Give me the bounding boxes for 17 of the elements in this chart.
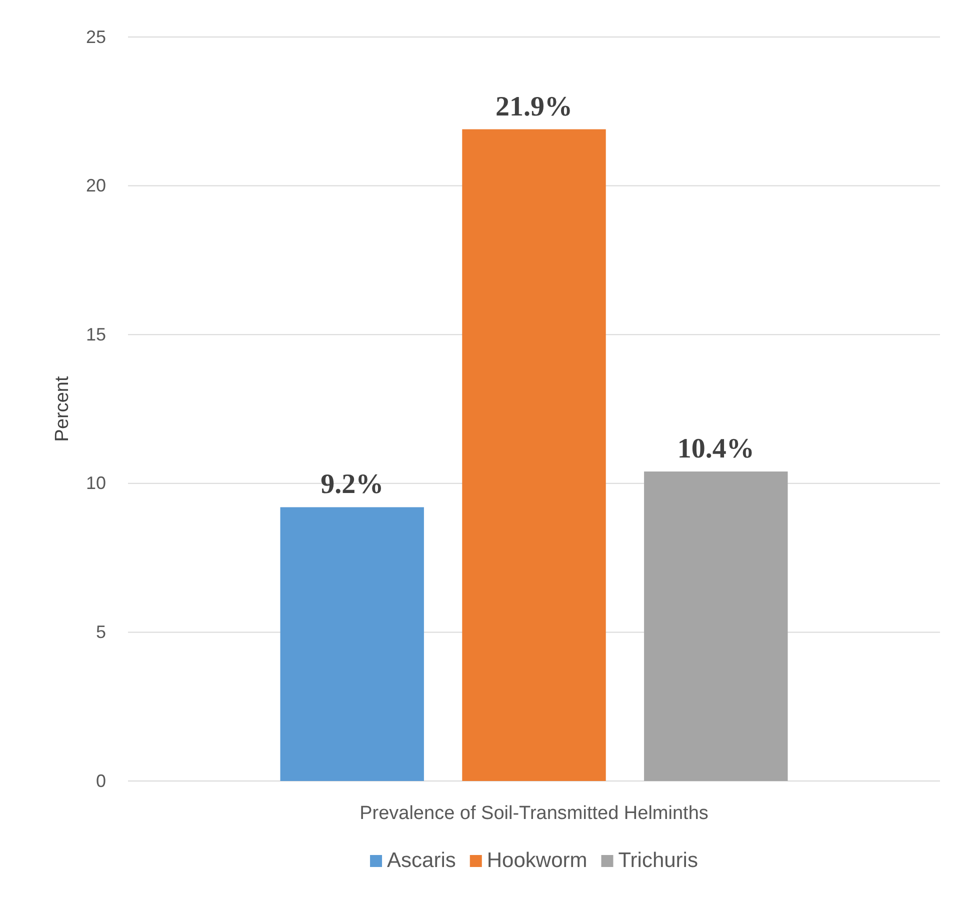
bar: [280, 507, 424, 781]
y-tick-label: 0: [96, 770, 106, 791]
y-axis-title: Percent: [52, 376, 73, 442]
y-tick-label: 20: [86, 176, 106, 196]
y-tick-label: 10: [86, 473, 106, 494]
bar: [644, 471, 788, 781]
data-label: 9.2%: [320, 469, 384, 500]
bar: [462, 129, 606, 781]
y-tick-label: 25: [86, 26, 106, 47]
y-tick-label: 5: [96, 622, 106, 642]
data-label: 10.4%: [677, 433, 754, 464]
legend-label: Trichuris: [618, 849, 698, 872]
data-label: 21.9%: [496, 91, 572, 122]
x-tick-label: Prevalence of Soil-Transmitted Helminths: [360, 803, 708, 824]
legend-label: Ascaris: [387, 849, 456, 872]
legend-label: Hookworm: [486, 849, 588, 872]
y-tick-label: 15: [86, 324, 106, 344]
